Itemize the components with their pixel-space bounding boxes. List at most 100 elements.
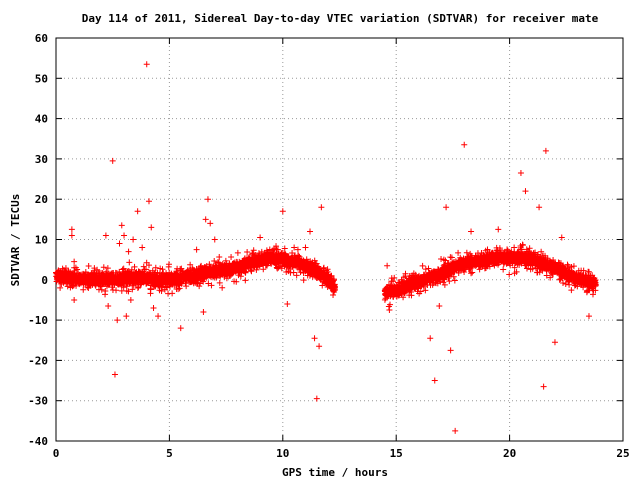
data-point bbox=[187, 266, 194, 273]
data-point bbox=[156, 287, 163, 294]
data-point bbox=[313, 270, 320, 277]
data-point bbox=[162, 281, 169, 288]
data-point bbox=[293, 272, 300, 279]
data-point bbox=[314, 263, 321, 270]
data-point bbox=[102, 287, 109, 294]
data-point bbox=[157, 265, 164, 272]
data-point bbox=[84, 278, 91, 285]
data-point bbox=[200, 278, 207, 285]
data-point bbox=[88, 275, 95, 282]
data-point bbox=[131, 274, 138, 281]
data-point bbox=[130, 282, 137, 289]
data-point bbox=[148, 279, 155, 286]
data-point bbox=[154, 282, 161, 289]
data-point bbox=[313, 260, 320, 267]
data-point bbox=[273, 257, 280, 264]
data-point bbox=[144, 273, 151, 280]
data-point bbox=[128, 266, 135, 273]
data-point bbox=[85, 274, 92, 281]
data-point bbox=[140, 263, 147, 270]
data-point bbox=[150, 273, 157, 280]
data-point bbox=[176, 285, 183, 292]
data-point bbox=[217, 265, 224, 272]
data-point bbox=[152, 269, 159, 276]
data-point bbox=[165, 263, 172, 270]
data-point bbox=[66, 279, 73, 286]
data-point bbox=[165, 280, 172, 287]
data-point bbox=[161, 273, 168, 280]
data-point bbox=[250, 247, 257, 254]
data-point bbox=[116, 268, 123, 275]
data-point bbox=[85, 263, 92, 270]
data-point bbox=[63, 269, 70, 276]
data-point bbox=[211, 258, 218, 265]
data-point bbox=[297, 257, 304, 264]
data-point bbox=[270, 253, 277, 260]
data-point bbox=[91, 265, 98, 272]
data-point bbox=[165, 290, 172, 297]
data-point bbox=[283, 269, 290, 276]
data-point bbox=[308, 261, 315, 268]
data-point bbox=[150, 283, 157, 290]
data-point bbox=[216, 279, 223, 286]
data-point bbox=[323, 276, 330, 283]
data-point bbox=[323, 269, 330, 276]
data-point bbox=[129, 286, 136, 293]
data-point bbox=[183, 283, 190, 290]
data-point bbox=[234, 249, 241, 256]
data-point bbox=[320, 271, 327, 278]
data-point bbox=[289, 262, 296, 269]
data-point bbox=[119, 266, 126, 273]
data-point bbox=[187, 261, 194, 268]
data-point bbox=[71, 269, 78, 276]
data-point bbox=[199, 265, 206, 272]
data-point bbox=[279, 254, 286, 261]
data-point bbox=[282, 260, 289, 267]
data-point bbox=[117, 280, 124, 287]
data-point bbox=[217, 272, 224, 279]
data-point bbox=[255, 250, 262, 257]
data-point bbox=[94, 278, 101, 285]
data-point bbox=[135, 277, 142, 284]
data-point bbox=[260, 266, 267, 273]
data-point bbox=[226, 269, 233, 276]
data-point bbox=[228, 254, 235, 261]
data-point bbox=[330, 276, 337, 283]
data-point bbox=[273, 264, 280, 271]
data-point bbox=[205, 280, 212, 287]
data-point bbox=[124, 280, 131, 287]
data-point bbox=[291, 256, 298, 263]
data-point bbox=[125, 271, 132, 278]
data-point bbox=[289, 249, 296, 256]
data-point bbox=[135, 284, 142, 291]
data-point bbox=[204, 272, 211, 279]
data-point bbox=[264, 260, 271, 267]
data-point bbox=[118, 287, 125, 294]
data-point bbox=[115, 273, 122, 280]
data-point bbox=[120, 284, 127, 291]
data-point bbox=[137, 273, 144, 280]
data-point bbox=[212, 269, 219, 276]
data-point bbox=[250, 252, 257, 259]
data-point bbox=[100, 264, 107, 271]
data-point bbox=[202, 264, 209, 271]
data-point bbox=[80, 286, 87, 293]
data-point bbox=[272, 261, 279, 268]
data-point bbox=[187, 279, 194, 286]
data-point bbox=[235, 272, 242, 279]
data-point bbox=[149, 280, 156, 287]
data-point bbox=[263, 255, 270, 262]
data-point bbox=[208, 282, 215, 289]
data-point bbox=[80, 271, 87, 278]
data-point bbox=[200, 268, 207, 275]
data-point bbox=[104, 265, 111, 272]
data-point bbox=[104, 274, 111, 281]
data-point bbox=[64, 283, 71, 290]
data-point bbox=[116, 279, 123, 286]
data-point bbox=[203, 263, 210, 270]
data-point bbox=[300, 277, 307, 284]
data-point bbox=[211, 272, 218, 279]
data-point bbox=[58, 276, 65, 283]
data-point bbox=[249, 250, 256, 257]
data-point bbox=[248, 268, 255, 275]
